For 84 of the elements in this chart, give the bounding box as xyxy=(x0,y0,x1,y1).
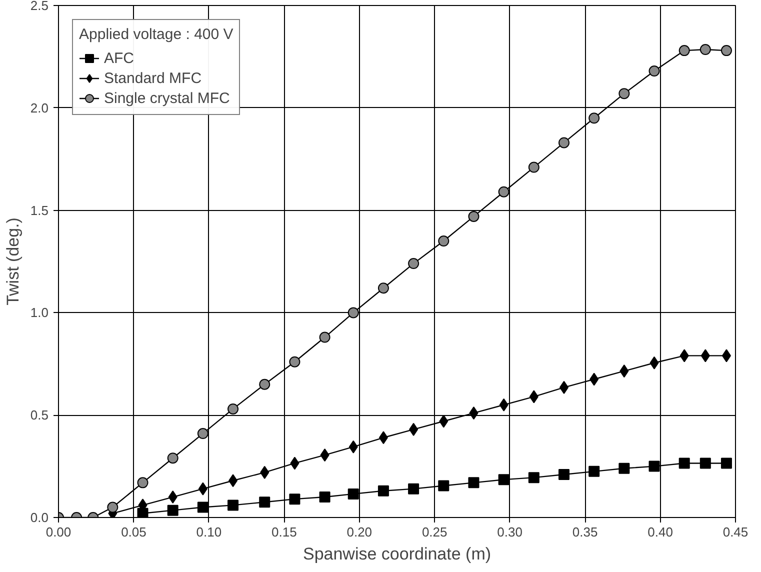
x-tick-label: 0.40 xyxy=(648,524,673,540)
x-tick-label: 0.45 xyxy=(722,524,748,540)
point xyxy=(197,428,208,440)
point xyxy=(468,477,480,488)
y-tick-label: 1.0 xyxy=(30,305,49,320)
point xyxy=(700,349,710,362)
x-tick-label: 0.20 xyxy=(346,524,372,540)
point xyxy=(648,66,660,77)
point xyxy=(259,378,270,390)
point xyxy=(107,502,118,513)
point xyxy=(319,492,330,503)
x-tick-label: 0.35 xyxy=(572,524,598,540)
point xyxy=(620,364,629,378)
x-tick-label: 0.25 xyxy=(422,524,448,540)
point xyxy=(320,448,330,462)
point xyxy=(137,477,148,488)
y-tick-label: 2.0 xyxy=(30,100,49,116)
point xyxy=(678,458,690,469)
point xyxy=(408,483,420,494)
legend-label: AFC xyxy=(104,50,134,66)
point xyxy=(260,466,270,479)
x-tick-label: 0.30 xyxy=(497,524,522,540)
point xyxy=(289,356,300,368)
point xyxy=(290,456,300,470)
point xyxy=(499,398,508,412)
point xyxy=(319,332,330,343)
point xyxy=(408,258,420,270)
point xyxy=(289,494,300,505)
point xyxy=(558,137,570,148)
point xyxy=(700,44,711,56)
y-tick-label: 0.5 xyxy=(30,408,49,423)
point xyxy=(348,488,359,500)
y-tick-label: 2.5 xyxy=(30,0,49,13)
point xyxy=(468,210,480,222)
point xyxy=(498,474,510,486)
point xyxy=(167,452,178,464)
point xyxy=(559,380,568,394)
point xyxy=(378,485,389,496)
point xyxy=(722,349,731,362)
point xyxy=(228,500,239,511)
point xyxy=(228,403,239,414)
point xyxy=(558,468,570,480)
legend-label: Standard MFC xyxy=(104,70,202,86)
point xyxy=(197,502,208,513)
point xyxy=(680,349,689,362)
point xyxy=(378,282,389,294)
point xyxy=(498,186,510,198)
point xyxy=(720,45,732,56)
point xyxy=(618,88,630,100)
point xyxy=(259,496,270,508)
y-tick-label: 1.5 xyxy=(30,202,49,218)
point xyxy=(650,356,659,370)
point xyxy=(648,460,660,472)
point xyxy=(588,112,600,124)
point xyxy=(528,162,540,173)
point xyxy=(198,482,208,496)
point xyxy=(529,390,538,404)
point xyxy=(348,440,358,454)
point xyxy=(348,307,359,318)
point xyxy=(618,462,630,474)
x-axis-title: Spanwise coordinate (m) xyxy=(302,544,492,564)
x-tick-label: 0.15 xyxy=(272,524,297,540)
point xyxy=(469,406,478,420)
x-tick-label: 0.00 xyxy=(46,524,72,540)
point xyxy=(528,472,540,484)
point xyxy=(700,458,711,469)
point xyxy=(588,466,600,477)
x-tick-label: 0.05 xyxy=(121,524,146,540)
point xyxy=(439,414,448,428)
point xyxy=(720,458,732,469)
point xyxy=(168,490,178,504)
point xyxy=(678,45,690,56)
legend-title: Applied voltage : 400 V xyxy=(79,26,234,43)
point xyxy=(228,474,238,488)
point xyxy=(438,480,450,492)
x-tick-label: 0.10 xyxy=(196,524,222,540)
y-axis-title: Twist (deg.) xyxy=(3,218,22,306)
point xyxy=(438,236,450,247)
point xyxy=(409,422,418,436)
y-tick-label: 0.0 xyxy=(30,510,49,525)
point xyxy=(378,431,388,444)
point xyxy=(590,372,599,386)
point xyxy=(167,504,178,516)
legend-label: Single crystal MFC xyxy=(104,90,230,106)
